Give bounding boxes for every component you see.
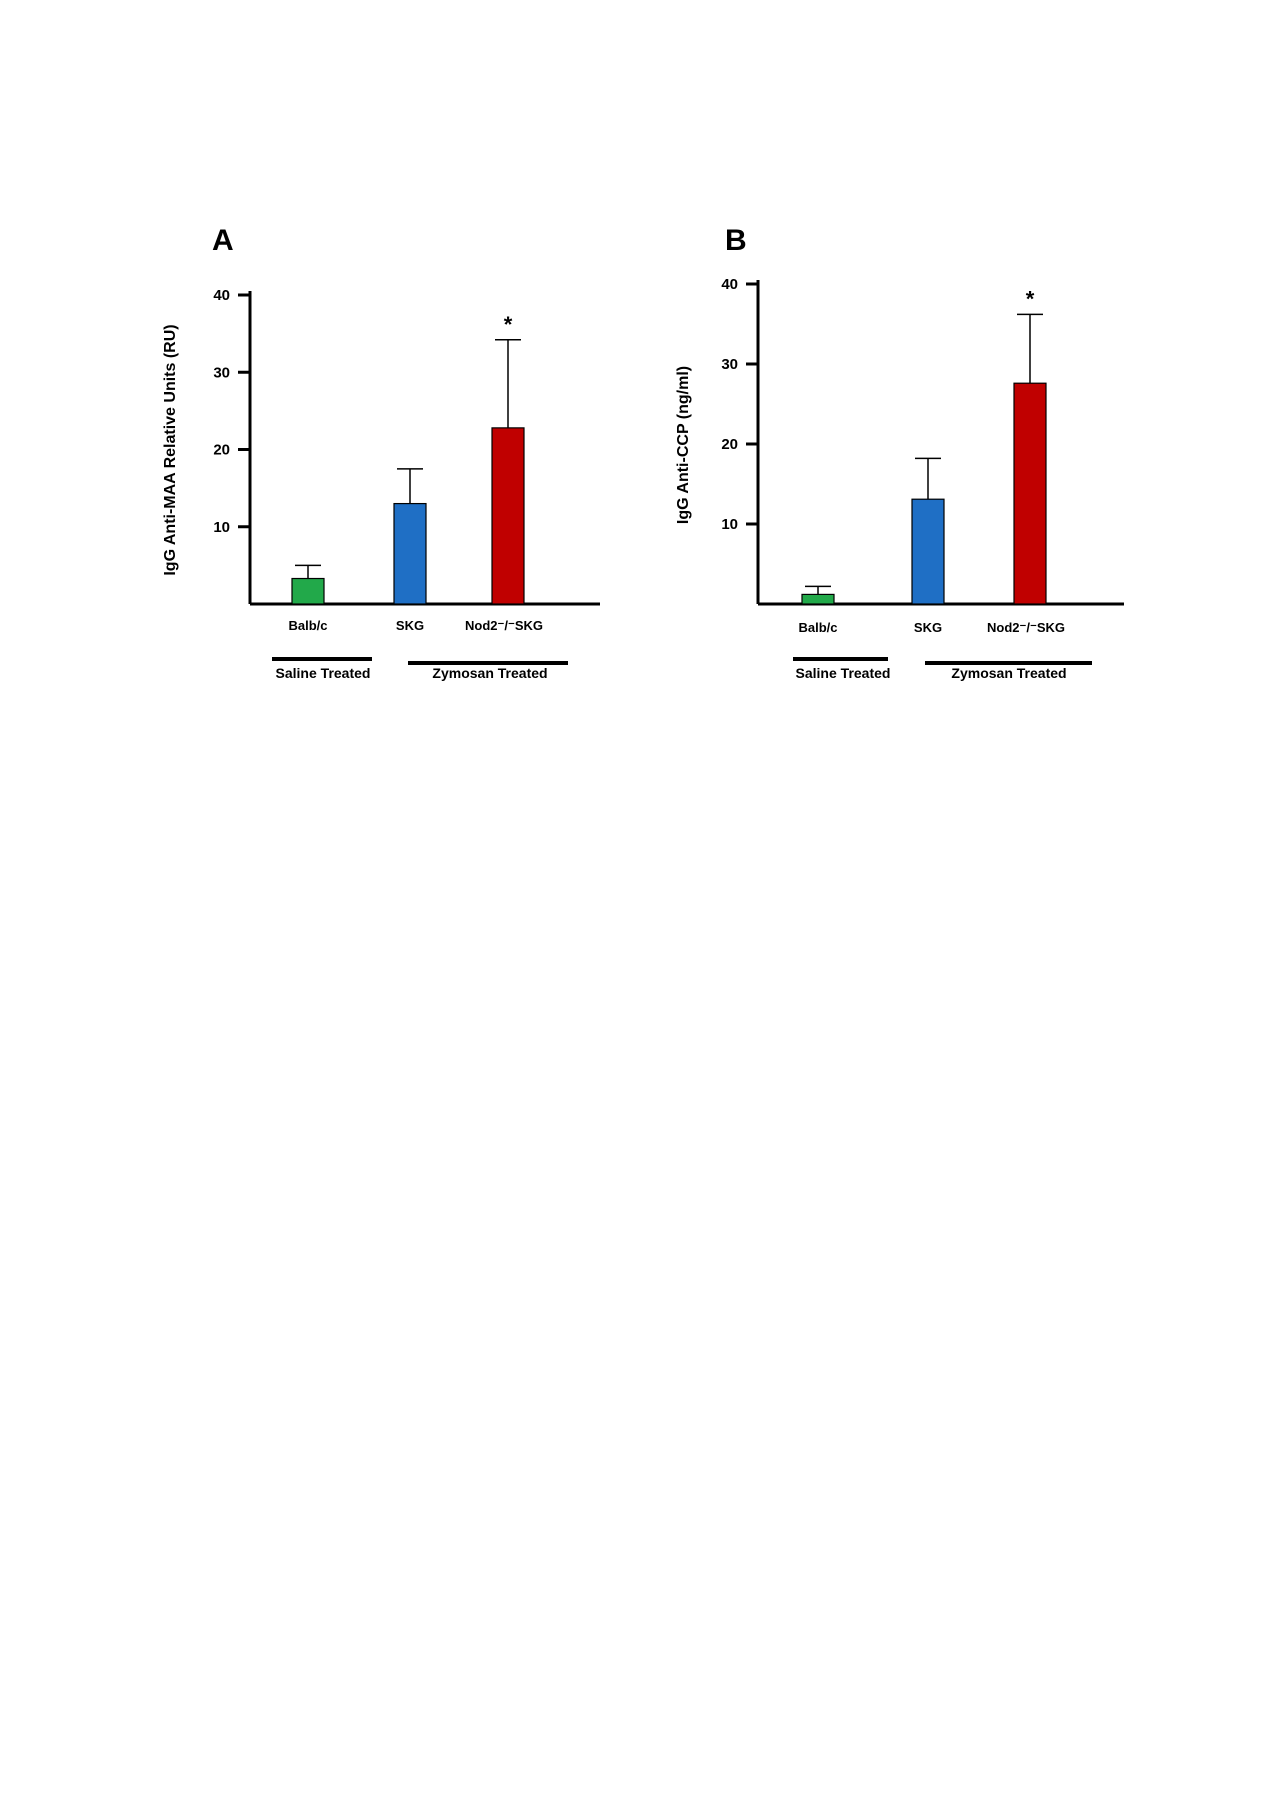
bar [393, 502, 427, 605]
panel-letter: A [212, 224, 234, 257]
x-tick-label: Balb/c [288, 618, 327, 633]
bar [801, 593, 835, 605]
x-tick-label: SKG [914, 620, 942, 635]
group-label: Zymosan Treated [951, 665, 1066, 681]
y-tick-label: 40 [213, 287, 230, 304]
bar [1013, 382, 1047, 605]
y-tick-label: 30 [721, 356, 738, 373]
y-tick-label: 40 [721, 276, 738, 293]
panel-letter: B [725, 224, 747, 257]
x-tick-label: SKG [396, 618, 424, 633]
x-tick-label: Balb/c [798, 620, 837, 635]
significance-marker: * [504, 312, 513, 337]
x-tick-label: Nod2⁻/⁻SKG [465, 618, 543, 633]
y-tick-label: 20 [213, 442, 230, 459]
panel-a: A 10 20 30 40 IgG Anti-MAA Relative Units (RU… [162, 224, 600, 681]
group-label: Saline Treated [796, 665, 891, 681]
y-axis-label: IgG Anti-MAA Relative Units (RU) [162, 324, 179, 575]
y-tick-label: 30 [213, 364, 230, 381]
panel-b: B 10 20 30 40 IgG Anti-CCP (ng/ml) Balb/c SKG * N… [675, 224, 1124, 681]
x-tick-label: Nod2⁻/⁻SKG [987, 620, 1065, 635]
bar [911, 498, 945, 605]
y-axis-label: IgG Anti-CCP (ng/ml) [675, 366, 692, 524]
y-tick-label: 20 [721, 436, 738, 453]
bar [491, 427, 525, 605]
group-label: Zymosan Treated [432, 665, 547, 681]
y-tick-label: 10 [213, 519, 230, 536]
bar [291, 577, 325, 605]
y-tick-label: 10 [721, 516, 738, 533]
significance-marker: * [1026, 286, 1035, 311]
group-label: Saline Treated [276, 665, 371, 681]
